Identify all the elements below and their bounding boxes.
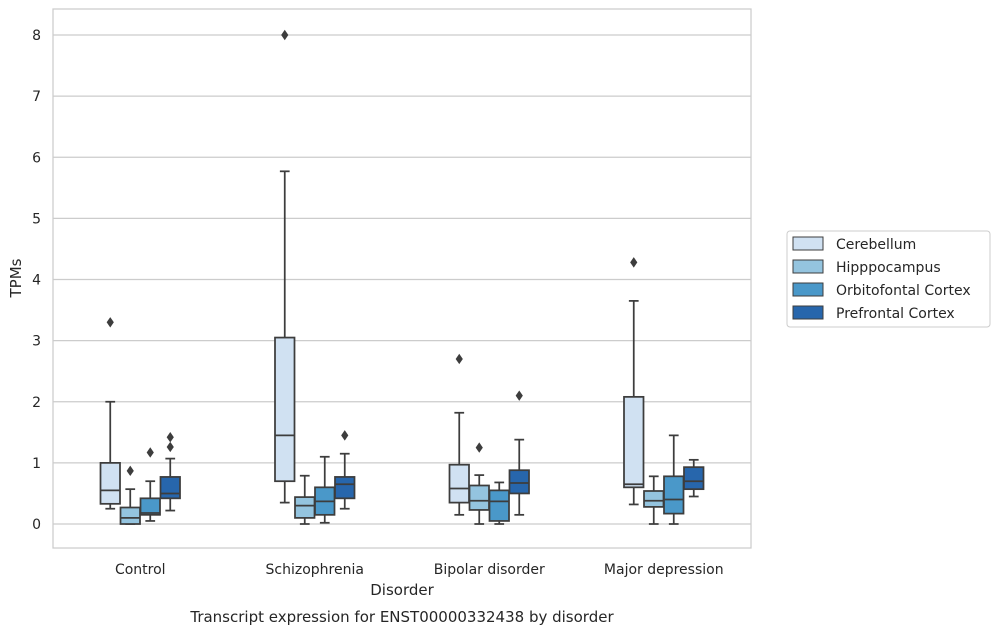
outlier-point (341, 430, 349, 441)
y-tick-label: 0 (32, 517, 41, 533)
x-tick-label: Bipolar disorder (434, 562, 545, 578)
legend-item: Hipppocampus (792, 259, 941, 276)
series-cerebellum (99, 29, 645, 516)
box-group (119, 465, 141, 525)
y-tick-label: 6 (32, 150, 41, 166)
box (159, 476, 181, 500)
series-prefrontal-cortex (159, 390, 705, 516)
legend-swatch (792, 259, 824, 274)
x-tick-label: Control (115, 562, 166, 578)
y-tick-label: 7 (32, 89, 41, 105)
box-group (623, 257, 645, 506)
box-group (314, 455, 336, 524)
x-tick-label: Schizophrenia (266, 562, 364, 578)
legend-item: Orbitofontal Cortex (792, 282, 971, 299)
box (663, 475, 685, 515)
y-axis-ticks: 0 1 2 3 4 5 6 7 8 (32, 28, 41, 533)
box (274, 336, 296, 483)
box (139, 497, 161, 516)
legend-frame (786, 230, 991, 328)
series-orbitofontal-cortex (139, 434, 685, 525)
box-group (488, 481, 510, 525)
x-axis-ticks: Control Schizophrenia Bipolar disorder Majo… (115, 562, 724, 578)
box-group (508, 390, 530, 516)
box (294, 496, 316, 519)
box-group (448, 353, 470, 516)
outlier-point (146, 447, 154, 458)
box (99, 462, 121, 505)
box-group (683, 458, 705, 498)
figure-caption: Transcript expression for ENST0000033243… (189, 608, 614, 626)
grid-lines (53, 34, 751, 525)
legend-label: Prefrontal Cortex (836, 306, 955, 322)
outlier-point (455, 353, 463, 365)
box-group (334, 430, 356, 510)
box-group (468, 442, 490, 525)
box-group (643, 475, 665, 525)
y-tick-label: 8 (32, 28, 41, 44)
plot-area-frame (52, 8, 752, 549)
outlier-point (166, 441, 174, 453)
legend-label: Cerebellum (836, 237, 916, 253)
series-hipppocampus (119, 442, 665, 525)
x-axis-title: Disorder (370, 581, 434, 599)
box-group (99, 317, 121, 510)
y-axis-title: TPMs (7, 258, 25, 298)
outlier-point (166, 432, 174, 443)
box-group (663, 434, 685, 525)
x-tick-label: Major depression (604, 562, 724, 578)
outlier-point (515, 390, 523, 401)
box (334, 476, 356, 500)
outlier-point (475, 442, 483, 453)
box (508, 469, 530, 495)
box-series (99, 29, 705, 525)
box (488, 489, 510, 522)
legend: Cerebellum Hipppocampus Orbitofontal Corte… (786, 230, 991, 328)
y-tick-label: 5 (32, 211, 41, 227)
box (448, 463, 470, 504)
y-tick-label: 3 (32, 334, 41, 350)
box (623, 395, 645, 489)
legend-swatch (792, 305, 824, 320)
box-group (159, 432, 181, 512)
box (683, 466, 705, 491)
legend-swatch (792, 236, 824, 251)
legend-swatch (792, 282, 824, 297)
box-group (294, 474, 316, 525)
outlier-point (126, 465, 134, 477)
box-group (274, 29, 296, 504)
legend-item: Prefrontal Cortex (792, 305, 955, 322)
box-group (139, 447, 161, 522)
legend-item: Cerebellum (792, 236, 916, 253)
y-tick-label: 2 (32, 395, 41, 411)
box (643, 490, 665, 508)
box (119, 506, 141, 525)
y-tick-label: 4 (32, 273, 41, 289)
legend-label: Orbitofontal Cortex (836, 283, 971, 299)
outlier-point (630, 257, 638, 268)
outlier-point (106, 317, 114, 328)
legend-label: Hipppocampus (836, 260, 941, 276)
y-tick-label: 1 (32, 456, 41, 472)
outlier-point (281, 29, 289, 41)
box (468, 484, 490, 511)
